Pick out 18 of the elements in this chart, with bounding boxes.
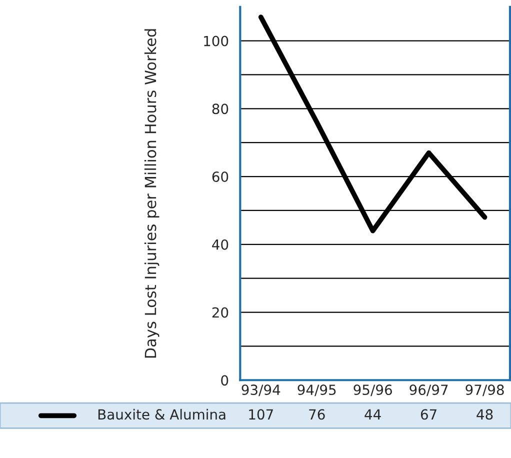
data-label: 44 xyxy=(364,409,381,420)
data-label: 76 xyxy=(309,409,325,420)
y-tick-label: 60 xyxy=(212,172,228,182)
x-tick-label: 95/96 xyxy=(354,384,392,396)
y-tick-label: 0 xyxy=(221,375,228,386)
y-tick-label: 40 xyxy=(212,239,228,250)
x-tick-label: 94/95 xyxy=(298,384,336,396)
y-tick-label: 80 xyxy=(212,104,228,114)
data-label: 67 xyxy=(420,409,436,420)
x-tick-label: 97/98 xyxy=(466,384,504,396)
x-tick-label: 96/97 xyxy=(410,384,448,396)
y-axis-title: Days Lost Injuries per Million Hours Worked xyxy=(144,29,160,358)
data-label: 48 xyxy=(476,409,493,420)
legend-label: Bauxite & Alumina xyxy=(98,408,226,420)
y-tick-label: 100 xyxy=(204,36,228,46)
data-label: 107 xyxy=(249,409,273,420)
y-tick-label: 20 xyxy=(212,307,228,318)
x-tick-label: 93/94 xyxy=(242,384,280,396)
